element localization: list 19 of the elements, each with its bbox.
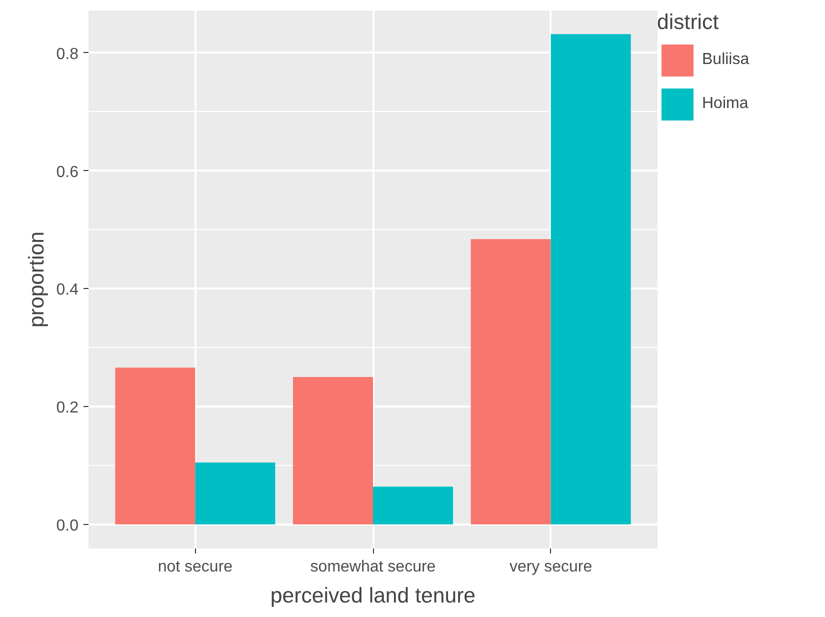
bar — [115, 368, 196, 524]
y-tick-label: 0.0 — [56, 517, 79, 534]
legend-label: Hoima — [702, 95, 748, 113]
bar — [373, 486, 454, 524]
bar — [470, 239, 551, 524]
bar — [195, 462, 276, 524]
bar — [292, 377, 373, 524]
y-tick-label: 0.4 — [56, 282, 79, 299]
y-tick-label: 0.2 — [56, 399, 79, 416]
x-tick-label: somewhat secure — [310, 558, 436, 576]
legend-title: district — [657, 10, 720, 35]
y-axis-title: proportion — [24, 231, 48, 328]
legend-label: Buliisa — [702, 51, 750, 69]
x-tick-label: very secure — [509, 558, 592, 576]
y-tick-label: 0.8 — [56, 46, 79, 63]
x-axis-title: perceived land tenure — [270, 584, 476, 608]
y-tick-label: 0.6 — [56, 164, 79, 181]
x-tick-label: not secure — [158, 558, 233, 576]
bar — [550, 34, 631, 524]
